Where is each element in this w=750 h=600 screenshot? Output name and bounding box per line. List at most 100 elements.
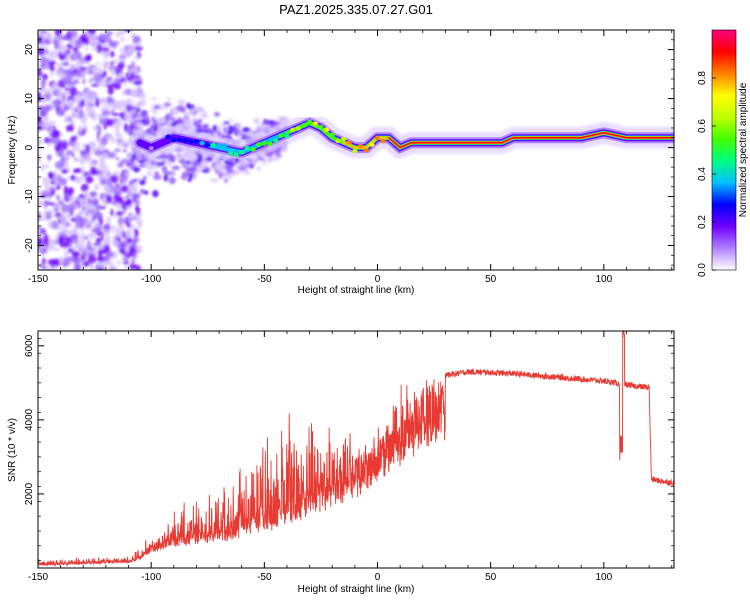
spectrogram-noise-blob — [126, 221, 131, 228]
spectrogram-ridge-blob — [171, 137, 177, 143]
spectrogram-ridge-blob — [380, 138, 386, 144]
spectrogram-scatter-blob — [183, 120, 192, 128]
spectrogram-noise-blob — [95, 213, 102, 220]
spectrogram-noise-blob — [99, 178, 108, 186]
spectrogram-noise-blob — [130, 258, 136, 264]
snr-y-axis-label: SNR (10 * v/v) — [7, 418, 18, 482]
spectrogram-noise-blob — [54, 179, 60, 187]
spectrogram-noise-blob — [107, 85, 114, 96]
spectrogram-noise-blob — [67, 187, 75, 195]
spectrogram-noise-blob — [40, 56, 48, 65]
spectrogram-noise-blob — [59, 140, 68, 151]
spectrogram-noise-blob — [91, 34, 99, 45]
colorbar-tick-label: 0.0 — [697, 263, 708, 277]
spectrogram-noise-blob — [75, 242, 81, 250]
spectrogram-ridge-blob — [374, 135, 381, 141]
spectrogram-noise-blob — [90, 83, 99, 87]
spectrogram-noise-blob — [111, 112, 120, 116]
spectrogram-noise-blob — [80, 183, 89, 192]
spectrogram-noise-blob — [119, 222, 124, 231]
spectrogram-noise-blob — [38, 231, 44, 236]
spectrogram-noise-blob — [38, 68, 43, 78]
spectrogram-noise-blob — [55, 194, 61, 201]
spectrogram-noise-blob — [124, 88, 133, 96]
spectrogram-scatter-blob — [193, 121, 197, 127]
spectrogram-noise-blob — [38, 245, 47, 249]
spectrogram-scatter-blob — [177, 117, 182, 124]
spectrogram-noise-blob — [65, 229, 75, 236]
spectrogram-noise-blob — [96, 255, 104, 263]
spectrogram-noise-blob — [61, 204, 69, 213]
spectrogram-noise-blob — [129, 263, 137, 270]
spectrogram-noise-blob — [52, 247, 60, 252]
spectrogram-noise-blob — [100, 115, 106, 120]
spectrogram-noise-blob — [112, 235, 117, 240]
spectrogram-y-tick-label: -20 — [24, 238, 35, 253]
spectrogram-scatter-blob — [226, 164, 233, 169]
spectrogram-noise-blob — [87, 239, 91, 250]
spectrogram-scatter-blob — [174, 155, 184, 160]
spectrogram-noise-blob — [124, 122, 128, 131]
spectrogram-y-tick-label: 20 — [24, 44, 35, 56]
spectrogram-noise-blob — [119, 160, 125, 166]
spectrogram-scatter-blob — [226, 172, 234, 179]
spectrogram-x-tick-label: -50 — [257, 274, 272, 285]
spectrogram-ridge-blob — [176, 137, 183, 142]
spectrogram-noise-blob — [134, 198, 140, 206]
spectrogram-noise-blob — [38, 143, 41, 147]
spectrogram-noise-blob — [134, 56, 139, 60]
spectrogram-ridge-blob — [363, 148, 369, 153]
spectrogram-scatter-blob — [145, 163, 153, 171]
spectrogram-noise-blob — [73, 263, 78, 270]
spectrogram-noise-blob — [76, 168, 82, 173]
spectrogram-noise-blob — [74, 214, 83, 223]
spectrogram-scatter-blob — [193, 173, 198, 180]
spectrogram-ridge-blob — [312, 121, 318, 126]
snr-background — [38, 331, 674, 568]
snr-y-tick-label: 2000 — [24, 482, 35, 505]
spectrogram-noise-blob — [97, 243, 105, 250]
spectrogram-noise-blob — [39, 87, 45, 92]
spectrogram-scatter-blob — [154, 125, 158, 132]
spectrogram-noise-blob — [126, 198, 133, 206]
spectrogram-noise-blob — [54, 202, 59, 211]
spectrogram-noise-blob — [80, 203, 88, 208]
spectrogram-scatter-blob — [218, 171, 223, 179]
spectrogram-noise-blob — [119, 173, 125, 182]
spectrogram-noise-blob — [55, 62, 61, 68]
spectrogram-noise-blob — [111, 125, 120, 129]
spectrogram-noise-blob — [51, 130, 60, 138]
spectrogram-noise-blob — [94, 149, 102, 157]
spectrogram-noise-blob — [96, 43, 103, 53]
spectrogram-noise-blob — [137, 84, 142, 89]
spectrogram-ridge-blob — [273, 138, 279, 143]
spectrogram-noise-blob — [61, 218, 69, 227]
snr-x-tick-label: -100 — [141, 572, 161, 583]
spectrogram-ridge-blob — [256, 142, 262, 147]
spectrogram-noise-blob — [78, 108, 84, 119]
spectrogram-noise-blob — [47, 259, 57, 266]
spectrogram-noise-blob — [132, 89, 142, 95]
snr-x-tick-label: 0 — [375, 572, 381, 583]
spectrogram-ridge-blob — [205, 143, 211, 148]
spectrogram-noise-blob — [103, 184, 112, 193]
spectrogram-noise-blob — [67, 140, 76, 147]
spectrogram-noise-blob — [47, 50, 56, 55]
spectrogram-noise-blob — [132, 193, 141, 199]
spectrogram-noise-blob — [133, 185, 138, 194]
spectrogram-ridge-blob — [346, 140, 352, 145]
spectrogram-noise-blob — [83, 96, 89, 101]
spectrogram-scatter-blob — [190, 107, 195, 115]
spectrogram-x-tick-label: 50 — [485, 274, 497, 285]
spectrogram-noise-blob — [113, 185, 122, 194]
spectrogram-noise-blob — [38, 138, 43, 144]
spectrogram-noise-blob — [89, 191, 97, 198]
spectrogram-noise-blob — [101, 47, 110, 52]
spectrogram-noise-blob — [110, 208, 114, 217]
spectrogram-noise-blob — [93, 72, 103, 83]
spectrogram-noise-blob — [128, 65, 133, 69]
spectrogram-scatter-blob — [237, 131, 241, 137]
spectrogram-noise-blob — [53, 169, 58, 177]
